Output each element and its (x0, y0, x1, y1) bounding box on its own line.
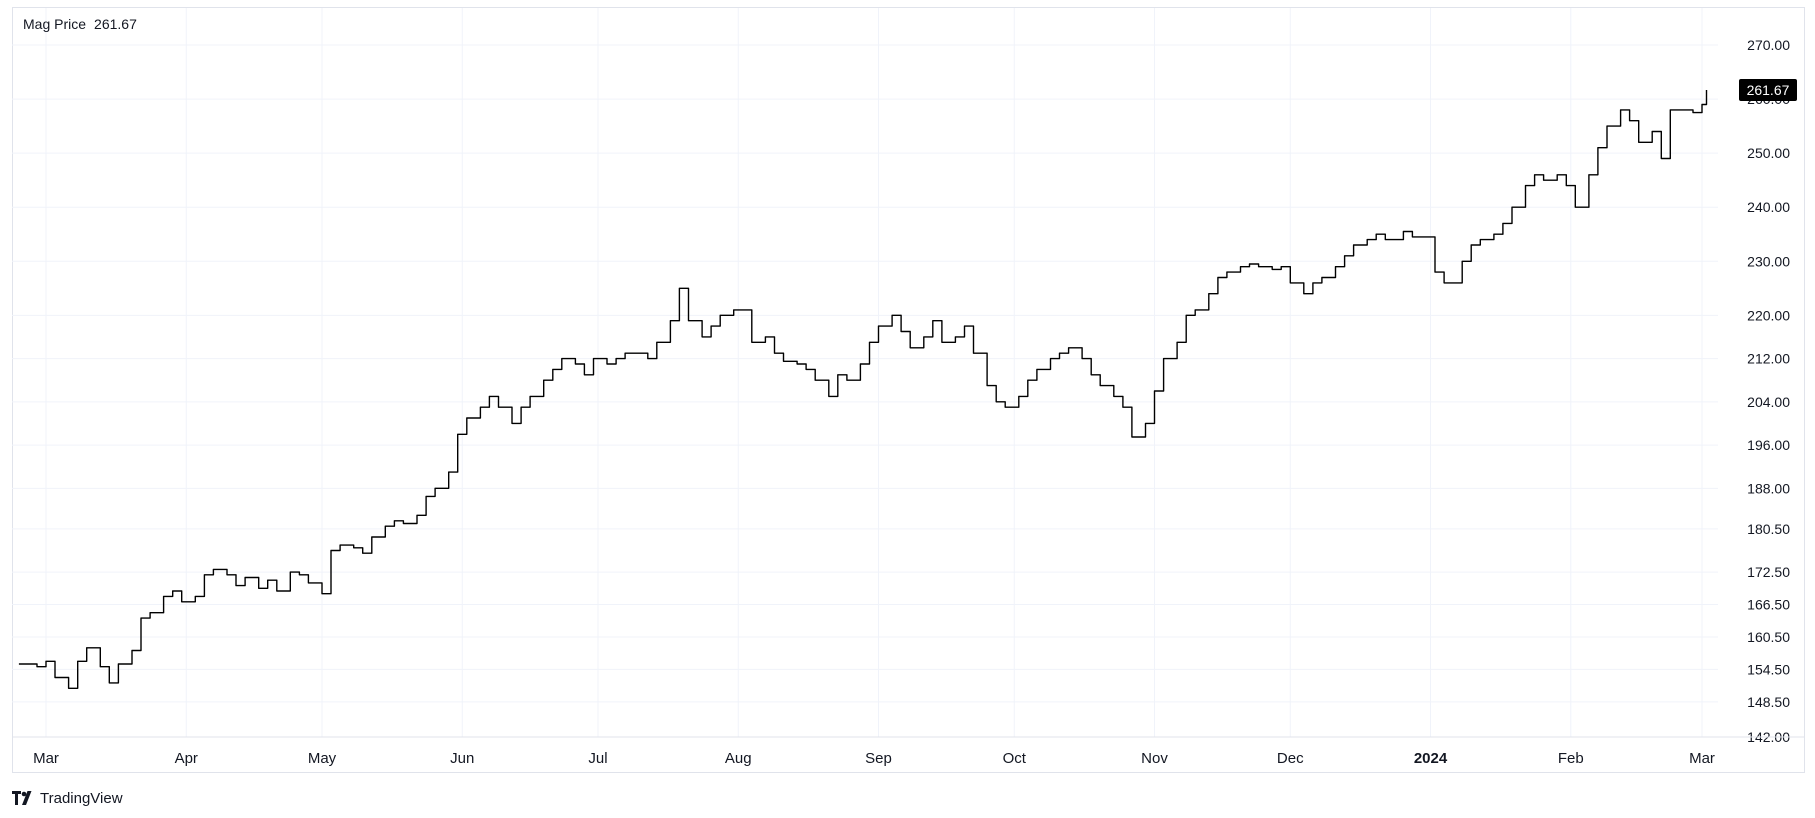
y-axis-tick-label: 172.50 (1747, 564, 1790, 580)
x-axis-tick-label: Dec (1277, 750, 1304, 767)
x-axis-tick-label: 2024 (1414, 750, 1448, 767)
y-axis-tick-label: 240.00 (1747, 199, 1790, 215)
y-axis-tick-label: 250.00 (1747, 145, 1790, 161)
x-axis-tick-label: Aug (725, 750, 752, 767)
y-axis-tick-label: 166.50 (1747, 597, 1790, 613)
y-axis-tick-label: 196.00 (1747, 437, 1790, 453)
y-axis-tick-label: 220.00 (1747, 307, 1790, 323)
y-axis-tick-label: 270.00 (1747, 37, 1790, 53)
x-axis-tick-label: Mar (1689, 750, 1715, 767)
x-axis-tick-label: Nov (1141, 750, 1168, 767)
y-axis-tick-label: 204.00 (1747, 394, 1790, 410)
x-axis-tick-label: Apr (175, 750, 198, 767)
x-axis-tick-label: Oct (1003, 750, 1027, 767)
y-axis-tick-label: 154.50 (1747, 661, 1790, 677)
y-axis-tick-label: 188.00 (1747, 480, 1790, 496)
brand-name: TradingView (40, 789, 123, 807)
y-axis-tick-label: 230.00 (1747, 253, 1790, 269)
y-axis-tick-label: 212.00 (1747, 351, 1790, 367)
x-axis-tick-label: Jul (588, 750, 607, 767)
tradingview-logo-icon (12, 791, 32, 805)
y-axis-tick-label: 160.50 (1747, 629, 1790, 645)
x-axis-tick-label: Sep (865, 750, 892, 767)
x-axis-tick-label: May (308, 750, 337, 767)
legend-series-value: 261.67 (94, 16, 137, 32)
chart-frame (12, 7, 1805, 773)
x-axis-tick-label: Feb (1558, 750, 1584, 767)
price-series-line (18, 90, 1708, 689)
x-axis-tick-label: Jun (450, 750, 474, 767)
chart-legend: Mag Price 261.67 (23, 16, 137, 32)
y-axis-tick-label: 180.50 (1747, 521, 1790, 537)
brand[interactable]: TradingView (12, 788, 123, 808)
last-price-label: 261.67 (1747, 82, 1790, 98)
x-axis-tick-label: Mar (33, 750, 59, 767)
last-price-badge (1739, 79, 1797, 102)
legend-series-name: Mag Price (23, 16, 87, 32)
y-axis-tick-label: 148.50 (1747, 694, 1790, 710)
